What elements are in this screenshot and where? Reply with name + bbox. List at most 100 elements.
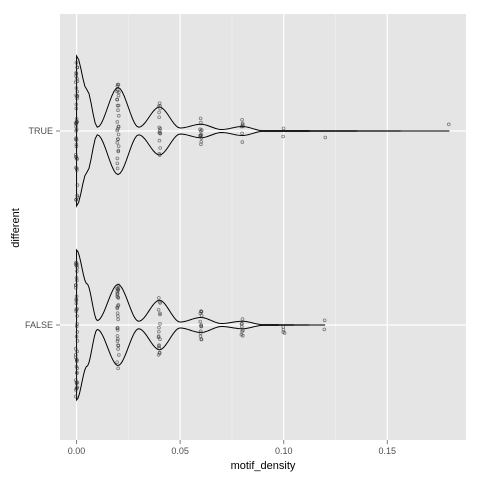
data-point [199, 139, 204, 144]
data-point [157, 138, 162, 143]
data-point [447, 122, 451, 127]
data-point [115, 339, 120, 343]
data-point [198, 134, 203, 138]
data-point [75, 166, 79, 171]
data-point [156, 353, 161, 357]
data-point [116, 296, 121, 300]
data-point [116, 343, 121, 348]
data-point [199, 324, 203, 328]
data-point [74, 294, 79, 299]
data-point [116, 366, 120, 371]
data-point [115, 334, 120, 338]
data-point [75, 339, 80, 343]
data-point [115, 326, 120, 330]
data-point [158, 321, 162, 326]
data-point [116, 108, 120, 113]
data-point [240, 122, 245, 127]
data-point [281, 325, 286, 329]
data-point [74, 106, 79, 111]
data-point [282, 331, 287, 335]
data-point [115, 103, 120, 108]
data-point [74, 324, 79, 329]
data-point [75, 193, 80, 198]
data-point [116, 314, 120, 318]
data-point [75, 119, 79, 124]
data-point [75, 330, 80, 334]
data-point [241, 333, 245, 338]
x-axis-title: motif_density [231, 460, 296, 472]
data-point [199, 128, 204, 132]
data-point [322, 318, 327, 323]
x-tick-label: 0.10 [275, 446, 293, 456]
data-point [158, 301, 162, 305]
plot-marks [73, 54, 451, 402]
data-point [156, 308, 161, 312]
data-point [74, 283, 78, 288]
data-point [115, 161, 120, 166]
data-point [74, 138, 79, 142]
data-point [75, 157, 79, 161]
data-point [116, 137, 120, 142]
data-point [74, 60, 79, 65]
data-point [74, 152, 78, 157]
data-point [156, 334, 161, 339]
data-point [74, 102, 79, 107]
data-point [74, 128, 78, 133]
data-point [116, 317, 120, 322]
data-point [116, 337, 120, 341]
data-point [240, 321, 244, 326]
panel-background [60, 14, 466, 440]
data-point [74, 263, 79, 268]
data-point [75, 269, 79, 274]
data-point [115, 97, 119, 102]
data-point [199, 309, 203, 314]
data-point [240, 131, 244, 136]
data-point [74, 364, 79, 369]
data-point [73, 394, 78, 399]
data-point [116, 288, 121, 292]
data-point [323, 135, 328, 140]
data-point [74, 86, 79, 90]
data-point [75, 349, 79, 354]
data-point [322, 327, 327, 332]
data-point [115, 120, 120, 124]
y-tick-label: TRUE [29, 126, 54, 136]
data-point [74, 388, 78, 392]
data-point [116, 149, 121, 154]
x-tick-label: 0.15 [379, 446, 397, 456]
data-point [115, 89, 119, 94]
y-axis-title: different [10, 208, 22, 248]
data-point [115, 166, 120, 171]
data-point [157, 346, 162, 350]
data-point [198, 334, 203, 339]
data-point [116, 82, 121, 87]
data-point [116, 144, 121, 148]
data-point [74, 74, 78, 78]
data-point [115, 140, 120, 145]
data-point [73, 355, 78, 360]
data-point [116, 93, 121, 98]
data-point [74, 307, 78, 312]
data-point [198, 116, 203, 121]
data-point [157, 329, 161, 334]
data-point [157, 296, 161, 300]
data-point [75, 314, 79, 318]
data-point [281, 134, 285, 139]
data-point [116, 283, 121, 288]
y-tick-label: FALSE [25, 320, 53, 330]
data-point [157, 115, 161, 120]
data-point [281, 126, 286, 131]
data-point [75, 89, 80, 94]
data-point [115, 156, 120, 161]
data-point [115, 360, 119, 364]
data-point [74, 197, 79, 202]
data-point [158, 126, 163, 131]
x-tick-label: 0.05 [171, 446, 189, 456]
data-point [74, 71, 79, 76]
data-point [198, 319, 203, 324]
data-point [75, 380, 80, 385]
data-point [158, 106, 162, 111]
data-point [74, 275, 79, 280]
data-point [116, 286, 121, 291]
data-point [115, 88, 120, 92]
